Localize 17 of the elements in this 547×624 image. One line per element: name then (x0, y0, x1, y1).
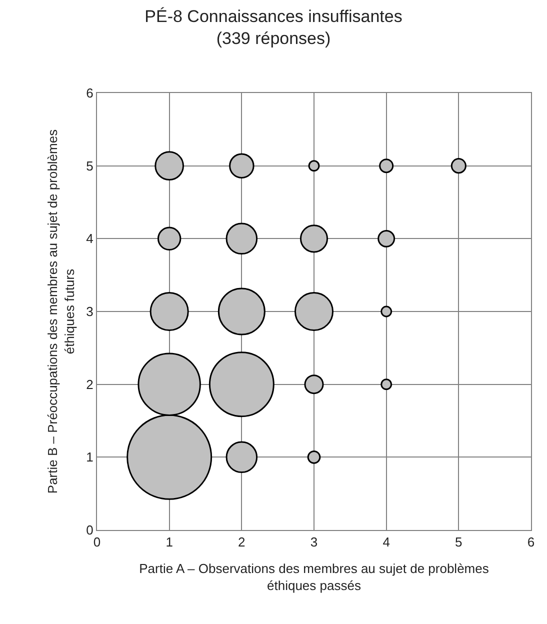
y-tick-label: 1 (86, 450, 94, 465)
y-tick-label: 5 (86, 158, 94, 174)
x-tick-label: 5 (455, 534, 462, 550)
x-tick-label: 2 (238, 534, 246, 550)
y-tick-label: 0 (86, 522, 94, 538)
y-axis-title: Partie B – Préoccupations des membres au sujet de problèmes éthiques futurs (45, 128, 78, 494)
y-tick-label: 6 (86, 86, 94, 101)
x-tick-label: 1 (166, 534, 173, 550)
chart-subtitle: (339 réponses) (216, 28, 331, 48)
x-tick-label: 6 (527, 534, 535, 550)
chart-title: PÉ-8 Connaissances insuffisantes (144, 6, 402, 26)
y-tick-label: 2 (86, 376, 94, 392)
y-tick-label: 3 (86, 304, 94, 320)
x-tick-label: 4 (382, 534, 390, 550)
y-tick-label: 4 (86, 231, 94, 246)
x-tick-label: 3 (310, 534, 318, 550)
x-axis-title: Partie A – Observations des membres au sujet de problèmes éthiques passés (139, 561, 490, 594)
